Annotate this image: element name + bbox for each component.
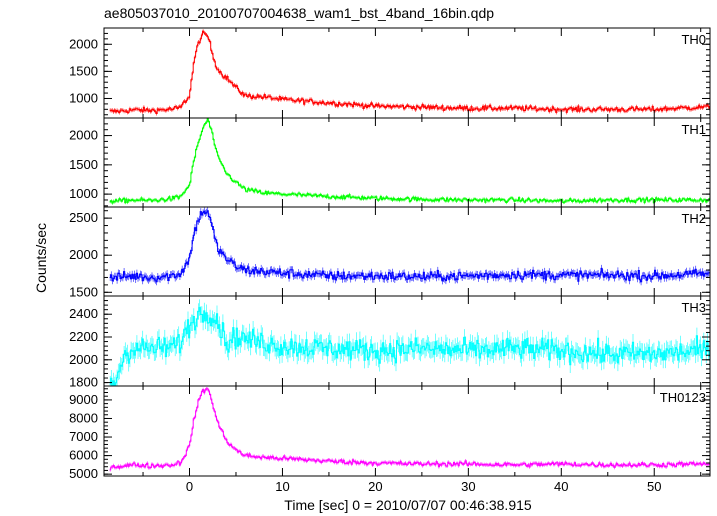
x-tick-label: 0 — [186, 479, 193, 494]
x-tick-label: 10 — [275, 479, 289, 494]
panel-frame — [103, 117, 711, 208]
panel-th1: 1000 1500 2000 TH1 — [69, 117, 711, 208]
y-tick-label: 2200 — [69, 329, 98, 344]
panel-label-th2: TH2 — [681, 211, 706, 226]
panel-frame — [103, 385, 711, 477]
panels-layer: 1000 1500 2000 TH0 1000 1500 2000 TH1 1500 2000 25… — [69, 27, 711, 494]
y-tick-label: 1000 — [69, 186, 98, 201]
y-tick-label: 1000 — [69, 90, 98, 105]
panel-th0: 1000 1500 2000 TH0 — [69, 27, 711, 119]
x-axis-title: Time [sec] 0 = 2010/07/07 00:46:38.915 — [284, 497, 532, 513]
y-tick-label: 2400 — [69, 306, 98, 321]
y-tick-label: 5000 — [69, 466, 98, 481]
y-tick-label: 1500 — [69, 63, 98, 78]
panel-label-th3: TH3 — [681, 300, 706, 315]
y-tick-label: 1800 — [69, 375, 98, 390]
y-tick-label: 2000 — [69, 36, 98, 51]
y-tick-label: 6000 — [69, 448, 98, 463]
panel-frame — [103, 206, 711, 297]
y-tick-label: 2500 — [69, 210, 98, 225]
series-th0123 — [109, 387, 710, 472]
series-th3 — [109, 299, 710, 386]
y-tick-label: 2000 — [69, 352, 98, 367]
x-tick-label: 40 — [554, 479, 568, 494]
error-bars-th1 — [109, 118, 710, 205]
y-tick-label: 8000 — [69, 410, 98, 425]
chart-title: ae805037010_20100707004638_wam1_bst_4ban… — [104, 5, 494, 21]
y-tick-label: 9000 — [69, 392, 98, 407]
series-th2 — [109, 207, 710, 286]
panel-label-th1: TH1 — [681, 122, 706, 137]
y-tick-label: 2000 — [69, 128, 98, 143]
panel-frame — [103, 295, 711, 387]
panel-th0123: 5000 6000 7000 8000 9000 TH0123 — [69, 385, 711, 481]
series-line-th0123 — [109, 388, 710, 471]
y-tick-label: 1500 — [69, 157, 98, 172]
error-bars-th0123 — [109, 387, 710, 472]
y-axis-title: Counts/sec — [33, 223, 49, 293]
y-tick-label: 2000 — [69, 247, 98, 262]
x-tick-label: 50 — [647, 479, 661, 494]
x-tick-label: 30 — [461, 479, 475, 494]
y-tick-label: 7000 — [69, 429, 98, 444]
panel-label-th0123: TH0123 — [660, 390, 706, 405]
y-tick-label: 1500 — [69, 284, 98, 299]
series-line-th2 — [109, 210, 710, 283]
series-th0 — [109, 29, 710, 116]
panel-th3: 1800 2000 2200 2400 TH3 — [69, 295, 711, 390]
panel-label-th0: TH0 — [681, 32, 706, 47]
series-line-th1 — [109, 118, 710, 204]
series-line-th0 — [109, 30, 710, 114]
x-tick-label: 20 — [368, 479, 382, 494]
series-line-th3 — [109, 307, 710, 386]
panel-th2: 1500 2000 2500 TH2 — [69, 206, 711, 299]
series-th1 — [109, 118, 710, 205]
